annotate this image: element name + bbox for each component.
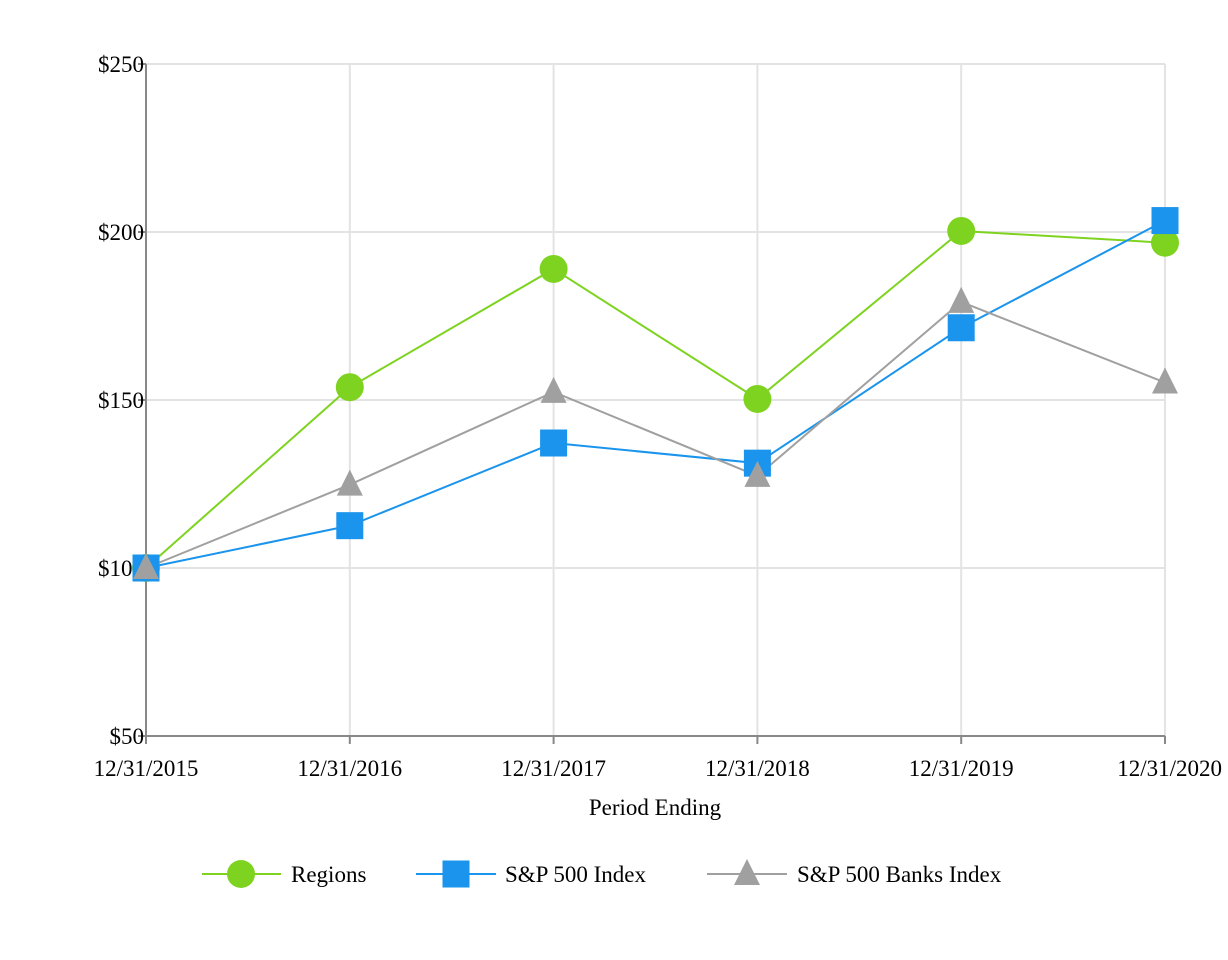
y-tick-label: $200: [98, 220, 144, 245]
data-point-triangle: [1152, 367, 1178, 394]
x-tick-label: 12/31/2019: [909, 756, 1014, 781]
data-point-square: [540, 429, 568, 457]
x-tick-label: 12/31/2018: [705, 756, 810, 781]
legend-label: Regions: [291, 862, 366, 887]
data-point-circle: [1151, 228, 1179, 257]
legend-marker-square: [442, 860, 470, 888]
data-point-circle: [335, 373, 364, 402]
series-square: [145, 219, 1166, 569]
legend-label: S&P 500 Index: [505, 862, 646, 887]
data-point-square: [947, 314, 975, 342]
data-point-square: [1151, 207, 1179, 235]
series-markers-square: [132, 207, 1179, 582]
data-point-triangle: [948, 286, 975, 313]
data-point-square: [336, 512, 364, 540]
legend-label: S&P 500 Banks Index: [797, 862, 1002, 887]
gridlines: [146, 63, 1166, 736]
legend-item: Regions: [202, 860, 366, 888]
series-line: [145, 229, 1166, 569]
series-circle: [145, 229, 1166, 569]
data-point-triangle: [744, 460, 771, 487]
data-point-triangle: [133, 553, 159, 579]
legend-marker-triangle: [734, 859, 760, 885]
y-axis-tick-labels: $50$100$150$200$250: [98, 52, 144, 749]
data-point-triangle: [540, 376, 567, 403]
data-point-circle: [743, 384, 772, 413]
series-markers-triangle: [133, 286, 1178, 579]
legend-item: S&P 500 Banks Index: [707, 859, 1002, 887]
data-point-circle: [947, 216, 976, 245]
y-tick-label: $50: [110, 724, 145, 749]
series-line: [145, 300, 1166, 569]
axes: [138, 63, 1166, 744]
x-axis-title: Period Ending: [589, 795, 722, 820]
series-triangle: [145, 300, 1166, 569]
y-tick-label: $150: [98, 388, 144, 413]
x-tick-label: 12/31/2015: [94, 756, 199, 781]
x-axis-tick-labels: 12/31/2015 12/31/2016 12/31/2017 12/31/2018…: [94, 756, 1222, 781]
data-point-triangle: [336, 469, 363, 496]
data-point-circle: [539, 254, 568, 283]
legend-marker-circle: [227, 860, 255, 888]
x-tick-label: 12/31/2016: [297, 756, 402, 781]
legend: Regions S&P 500 Index S&P 500 Banks Index: [202, 859, 1002, 888]
series-line: [145, 219, 1166, 569]
x-tick-label: 12/31/2020: [1117, 756, 1222, 781]
x-tick-label: 12/31/2017: [501, 756, 606, 781]
y-tick-label: $250: [98, 52, 144, 77]
legend-item: S&P 500 Index: [416, 860, 646, 888]
series-lines: [132, 207, 1179, 582]
